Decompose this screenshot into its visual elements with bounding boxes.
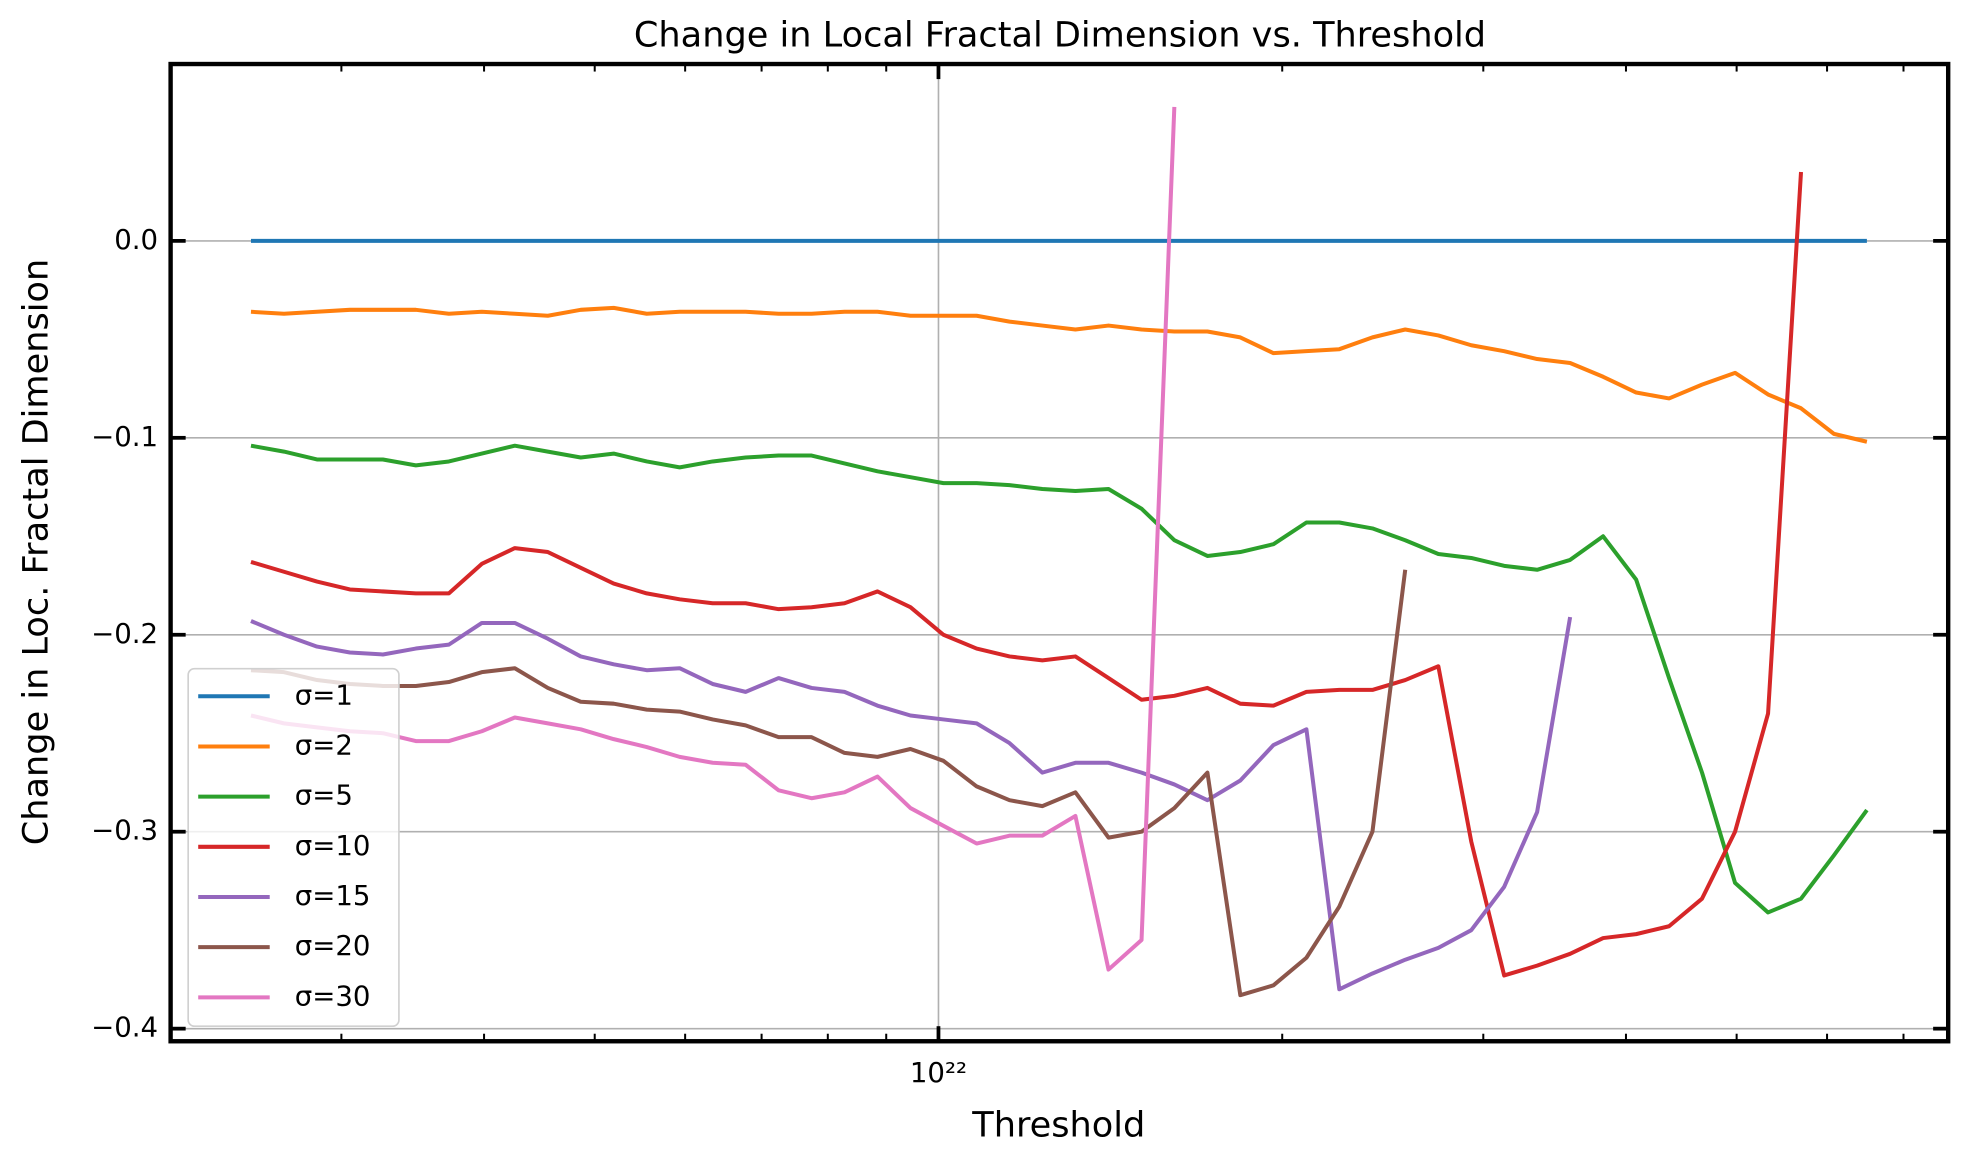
series-line: [250, 569, 1408, 998]
y-tick-label: −0.4: [91, 1011, 158, 1044]
legend-label: σ=5: [295, 779, 353, 812]
series-line: [250, 305, 1868, 444]
series-line: [250, 106, 1177, 972]
legend-box: [187, 667, 400, 1028]
legend-label: σ=20: [295, 929, 371, 962]
y-tick-label: −0.2: [91, 617, 158, 650]
series-line: [250, 443, 1869, 915]
axes-frame: [168, 61, 1951, 1044]
y-axis-label: Change in Loc. Fractal Dimension: [16, 259, 57, 846]
y-tick-label: −0.1: [91, 420, 158, 453]
x-tick-label: 10²²: [910, 1056, 967, 1089]
legend-label: σ=15: [295, 879, 371, 912]
chart-title: Change in Local Fractal Dimension vs. Th…: [634, 14, 1486, 55]
legend-label: σ=30: [295, 979, 371, 1012]
y-tick-label: −0.3: [91, 814, 158, 847]
legend-label: σ=1: [295, 678, 353, 711]
legend-label: σ=2: [295, 728, 353, 761]
x-axis-label: Threshold: [971, 1105, 1145, 1146]
series-line: [250, 616, 1573, 992]
series-line: [250, 171, 1804, 978]
y-tick-label: 0.0: [114, 223, 158, 256]
legend-label: σ=10: [295, 829, 371, 862]
legend: σ=1 σ=2 σ=5 σ=10 σ=15 σ=20 σ=30: [187, 667, 400, 1028]
